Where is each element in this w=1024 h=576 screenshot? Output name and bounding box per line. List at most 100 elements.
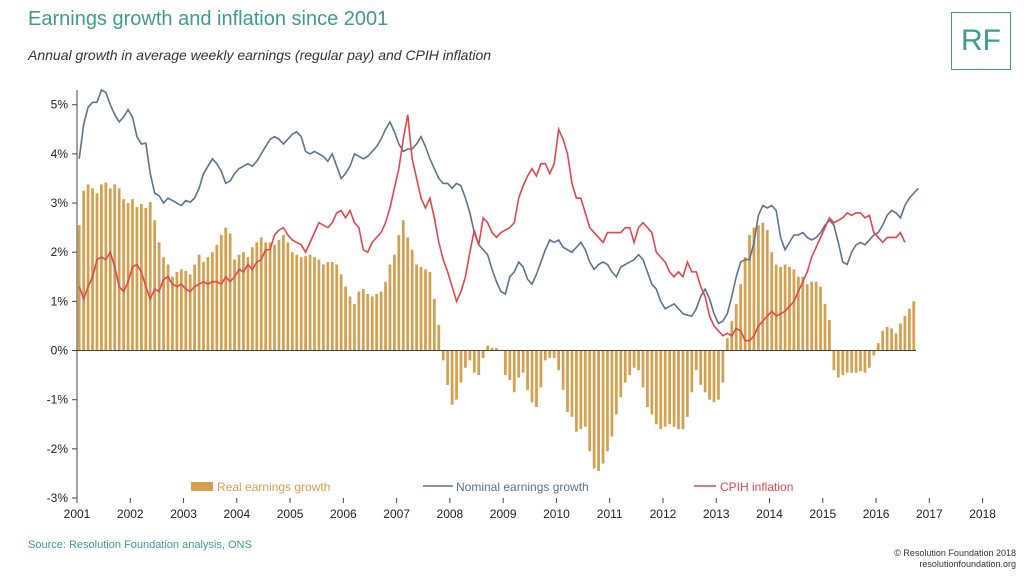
real-earnings-bar (912, 301, 916, 351)
real-earnings-bar (432, 298, 436, 351)
x-tick-label: 2011 (597, 507, 623, 521)
real-earnings-bar (468, 350, 472, 361)
page-title: Earnings growth and inflation since 2001 (28, 8, 389, 30)
real-earnings-bar (699, 350, 703, 385)
real-earnings-bar (836, 350, 840, 378)
real-earnings-bar (477, 350, 481, 376)
x-tick-label: 2014 (756, 507, 783, 521)
real-earnings-bar (464, 350, 467, 368)
real-earnings-bar (219, 235, 223, 351)
real-earnings-bar (282, 235, 285, 351)
real-earnings-bar (761, 222, 765, 351)
x-tick-label: 2018 (969, 507, 996, 521)
real-earnings-bar (805, 284, 809, 351)
real-earnings-bar (206, 257, 210, 351)
real-earnings-bar (725, 338, 729, 351)
real-earnings-bar (903, 316, 907, 351)
real-earnings-bar (108, 188, 112, 351)
real-earnings-bar (131, 199, 134, 351)
real-earnings-bar (162, 257, 165, 351)
real-earnings-bar (601, 350, 605, 464)
real-earnings-bar (122, 199, 125, 351)
real-earnings-bar (401, 220, 405, 351)
y-tick-label: 4% (51, 147, 69, 161)
real-earnings-bar (672, 350, 676, 427)
real-earnings-bar (663, 350, 667, 427)
real-earnings-bar (504, 350, 507, 376)
real-earnings-bar (557, 350, 561, 371)
real-earnings-bar (353, 303, 356, 351)
real-earnings-bar (752, 227, 756, 351)
real-earnings-bar (810, 281, 814, 351)
real-earnings-bar (424, 269, 427, 351)
real-earnings-bar (366, 294, 370, 351)
real-earnings-bar (446, 350, 450, 385)
real-earnings-bar (313, 257, 316, 351)
y-tick-label: 1% (51, 294, 69, 308)
real-earnings-bar (566, 350, 569, 412)
x-tick-label: 2017 (916, 507, 943, 521)
real-earnings-bar (100, 184, 103, 351)
real-earnings-bar (770, 252, 774, 351)
real-earnings-bar (681, 350, 685, 430)
real-earnings-bar (543, 350, 547, 361)
real-earnings-bar (583, 350, 587, 427)
real-earnings-bar (308, 254, 312, 351)
real-earnings-bar (126, 203, 130, 351)
real-earnings-bar (273, 244, 276, 351)
real-earnings-bar (237, 254, 241, 351)
real-earnings-bar (690, 350, 694, 393)
real-earnings-bar (228, 233, 232, 351)
real-earnings-bar (246, 257, 250, 351)
cpih-inflation-line (78, 114, 906, 342)
real-earnings-bar (521, 350, 525, 373)
real-earnings-bar (819, 286, 822, 351)
real-earnings-bar (450, 350, 454, 405)
real-earnings-bar (863, 350, 867, 373)
copyright-text: © Resolution Foundation 2018 (894, 548, 1016, 558)
real-earnings-bar (188, 274, 192, 351)
chart-subtitle: Annual growth in average weekly earnings… (28, 47, 492, 63)
real-earnings-bar (419, 266, 423, 351)
x-tick-label: 2012 (650, 507, 677, 521)
real-earnings-bar (197, 254, 201, 351)
nominal-earnings-line (78, 88, 919, 325)
real-earnings-bar (548, 350, 552, 358)
real-earnings-bar (384, 281, 387, 351)
real-earnings-bar (588, 350, 592, 452)
real-earnings-bar (606, 350, 609, 452)
real-earnings-bar (868, 350, 871, 368)
real-earnings-bar (637, 350, 640, 371)
real-earnings-bar (375, 294, 379, 351)
x-tick-label: 2016 (863, 507, 890, 521)
real-earnings-bar (535, 350, 538, 408)
real-earnings-bar (694, 350, 698, 371)
real-earnings-bar (139, 204, 143, 351)
real-earnings-bar (441, 350, 445, 361)
legend-real-swatch (191, 482, 213, 491)
real-earnings-bar (268, 242, 272, 351)
real-earnings-bar (379, 291, 383, 351)
real-earnings-bar (304, 256, 307, 351)
real-earnings-bar (721, 350, 725, 383)
legend: Real earnings growth Nominal earnings gr… (191, 480, 793, 494)
legend-cpih-label: CPIH inflation (720, 480, 793, 494)
x-tick-label: 2015 (809, 507, 836, 521)
real-earnings-bar (641, 350, 645, 388)
real-earnings-bar (171, 276, 174, 351)
real-earnings-bar (255, 242, 259, 351)
real-earnings-bar (459, 350, 463, 383)
y-tick-label: 0% (51, 344, 69, 358)
real-earnings-bar (783, 264, 787, 351)
real-earnings-bar (357, 291, 361, 351)
real-earnings-bar (654, 350, 658, 425)
real-earnings-bar (854, 350, 858, 373)
real-earnings-bar (344, 286, 347, 351)
real-earnings-bar (686, 350, 689, 417)
real-earnings-bar (286, 242, 290, 351)
real-earnings-bar (796, 276, 800, 351)
x-tick-label: 2002 (117, 507, 144, 521)
real-earnings-bar (490, 348, 494, 351)
real-earnings-bar (792, 269, 796, 351)
y-tick-label: -2% (47, 442, 69, 456)
